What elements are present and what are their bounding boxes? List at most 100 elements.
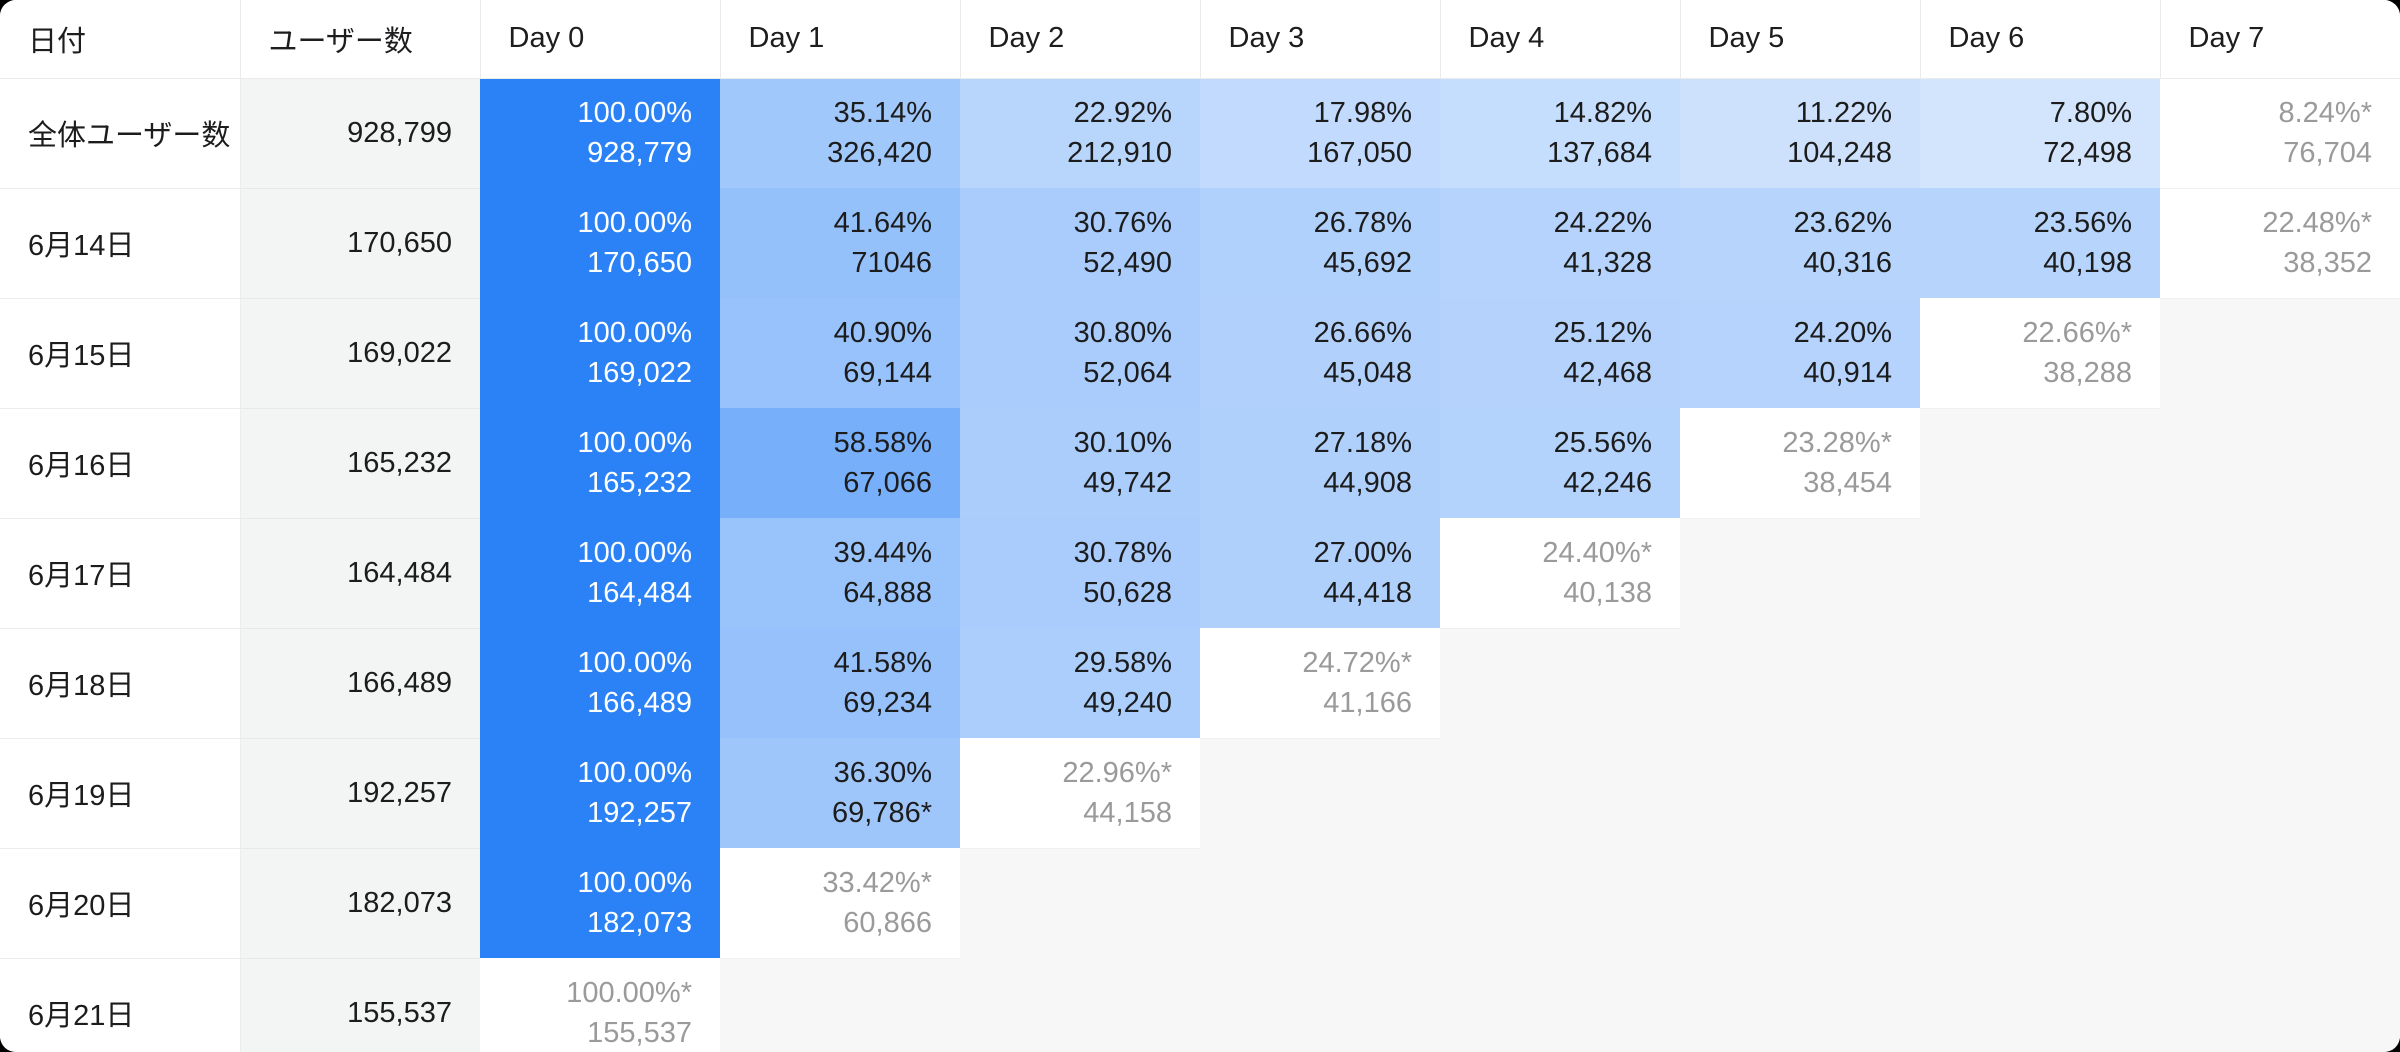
cohort-cell-day-2[interactable]: 30.76% 52,490 [960, 188, 1200, 298]
cohort-cell-day-4[interactable]: 25.12% 42,468 [1440, 298, 1680, 408]
cohort-cell-day-0[interactable]: 100.00% 169,022 [480, 298, 720, 408]
cohort-cell-day-0[interactable]: 100.00% 164,484 [480, 518, 720, 628]
empty-cell-day-6 [1920, 738, 2160, 848]
cohort-cell-day-2[interactable]: 22.96%* 44,158 [960, 738, 1200, 849]
cohort-cell-day-7[interactable]: 8.24%* 76,704 [2160, 78, 2400, 189]
retention-percent: 23.56% [2033, 207, 2132, 239]
empty-cell-day-7 [2160, 518, 2400, 628]
cohort-cell-day-0[interactable]: 100.00% 170,650 [480, 188, 720, 298]
empty-cell-day-2 [960, 958, 1200, 1052]
empty-cell-day-5 [1680, 848, 1920, 958]
cohort-cell-day-2[interactable]: 29.58% 49,240 [960, 628, 1200, 738]
retention-count: 42,468 [1563, 357, 1652, 389]
cohort-cell-day-3[interactable]: 24.72%* 41,166 [1200, 628, 1440, 739]
retention-percent: 24.40%* [1542, 536, 1652, 569]
cohort-cell-day-2[interactable]: 30.10% 49,742 [960, 408, 1200, 518]
cohort-cell-day-3[interactable]: 26.78% 45,692 [1200, 188, 1440, 298]
retention-percent: 27.00% [1313, 537, 1412, 569]
header-cell-day-4: Day 4 [1440, 0, 1681, 79]
cohort-cell-day-0[interactable]: 100.00% 928,779 [480, 78, 720, 188]
cohort-cell-day-1[interactable]: 41.58% 69,234 [720, 628, 960, 738]
retention-percent: 100.00%* [566, 976, 692, 1009]
row-user-count: 170,650 [240, 188, 480, 299]
retention-count: 69,786* [832, 797, 932, 829]
header-cell-day-3: Day 3 [1200, 0, 1441, 79]
retention-count: 44,418 [1323, 577, 1412, 609]
retention-count: 72,498 [2043, 137, 2132, 170]
cohort-cell-day-4[interactable]: 24.22% 41,328 [1440, 188, 1680, 298]
empty-cell-day-6 [1920, 628, 2160, 738]
cohort-cell-day-0[interactable]: 100.00% 165,232 [480, 408, 720, 518]
row-user-count: 928,799 [240, 78, 480, 189]
retention-count: 41,328 [1563, 247, 1652, 279]
retention-count: 38,288 [2043, 356, 2132, 389]
cohort-cell-day-4[interactable]: 24.40%* 40,138 [1440, 518, 1680, 629]
row-user-count: 169,022 [240, 298, 480, 409]
cohort-cell-day-1[interactable]: 35.14% 326,420 [720, 78, 960, 188]
cohort-cell-day-4[interactable]: 14.82% 137,684 [1440, 78, 1680, 188]
cohort-cell-day-6[interactable]: 22.66%* 38,288 [1920, 298, 2160, 409]
cohort-cell-day-1[interactable]: 40.90% 69,144 [720, 298, 960, 408]
retention-count: 326,420 [827, 137, 932, 170]
empty-cell-day-7 [2160, 298, 2400, 408]
row-label: 6月14日 [0, 188, 241, 299]
retention-count: 50,628 [1083, 577, 1172, 609]
cohort-cell-day-2[interactable]: 30.78% 50,628 [960, 518, 1200, 628]
cohort-cell-day-6[interactable]: 23.56% 40,198 [1920, 188, 2160, 298]
cohort-cell-day-6[interactable]: 7.80% 72,498 [1920, 78, 2160, 188]
empty-cell-day-4 [1440, 848, 1680, 958]
cohort-cell-day-3[interactable]: 17.98% 167,050 [1200, 78, 1440, 188]
cohort-cell-day-0[interactable]: 100.00% 166,489 [480, 628, 720, 738]
empty-cell-day-4 [1440, 628, 1680, 738]
cohort-cell-day-0[interactable]: 100.00%* 155,537 [480, 958, 720, 1052]
header-row: 日付 ユーザー数 Day 0 Day 1 Day 2 Day 3 Day 4 Day 5 Day… [0, 0, 2400, 79]
empty-cell-day-7 [2160, 628, 2400, 738]
cohort-cell-day-0[interactable]: 100.00% 182,073 [480, 848, 720, 958]
empty-cell-day-3 [1200, 958, 1440, 1052]
retention-count: 69,144 [843, 357, 932, 389]
empty-cell-day-3 [1200, 848, 1440, 958]
cohort-cell-day-5[interactable]: 24.20% 40,914 [1680, 298, 1920, 408]
retention-percent: 23.28%* [1782, 426, 1892, 459]
empty-cell-day-6 [1920, 958, 2160, 1052]
retention-count: 67,066 [843, 467, 932, 499]
cohort-cell-day-3[interactable]: 26.66% 45,048 [1200, 298, 1440, 408]
row-label: 6月18日 [0, 628, 241, 739]
retention-count: 49,742 [1083, 467, 1172, 499]
cohort-cell-day-0[interactable]: 100.00% 192,257 [480, 738, 720, 848]
cohort-cell-day-1[interactable]: 41.64% 71046 [720, 188, 960, 298]
cohort-cell-day-2[interactable]: 22.92% 212,910 [960, 78, 1200, 188]
retention-percent: 33.42%* [822, 866, 932, 899]
retention-percent: 100.00% [577, 427, 693, 459]
cohort-cell-day-2[interactable]: 30.80% 52,064 [960, 298, 1200, 408]
retention-count: 167,050 [1307, 137, 1412, 170]
empty-cell-day-7 [2160, 848, 2400, 958]
retention-count: 44,158 [1083, 796, 1172, 829]
retention-count: 170,650 [587, 247, 692, 279]
retention-count: 40,198 [2043, 247, 2132, 279]
cohort-cell-day-3[interactable]: 27.00% 44,418 [1200, 518, 1440, 628]
cohort-cell-day-5[interactable]: 23.28%* 38,454 [1680, 408, 1920, 519]
cohort-cell-day-3[interactable]: 27.18% 44,908 [1200, 408, 1440, 518]
retention-count: 137,684 [1547, 137, 1652, 170]
empty-cell-day-5 [1680, 738, 1920, 848]
cohort-cell-day-1[interactable]: 33.42%* 60,866 [720, 848, 960, 959]
cohort-cell-day-5[interactable]: 23.62% 40,316 [1680, 188, 1920, 298]
cohort-cell-day-1[interactable]: 58.58% 67,066 [720, 408, 960, 518]
cohort-cell-day-5[interactable]: 11.22% 104,248 [1680, 78, 1920, 188]
row-user-count: 155,537 [240, 958, 480, 1052]
empty-cell-day-1 [720, 958, 960, 1052]
cohort-cell-day-7[interactable]: 22.48%* 38,352 [2160, 188, 2400, 299]
empty-cell-day-7 [2160, 958, 2400, 1052]
cohort-cell-day-1[interactable]: 36.30% 69,786* [720, 738, 960, 848]
cohort-cell-day-1[interactable]: 39.44% 64,888 [720, 518, 960, 628]
retention-percent: 100.00% [577, 867, 693, 899]
cohort-row: 6月16日 165,232 100.00% 165,232 58.58% 67,066 30… [0, 408, 2400, 519]
retention-count: 104,248 [1787, 137, 1892, 170]
empty-cell-day-7 [2160, 738, 2400, 848]
retention-count: 52,064 [1083, 357, 1172, 389]
table-header: 日付 ユーザー数 Day 0 Day 1 Day 2 Day 3 Day 4 Day 5 Day… [0, 0, 2400, 79]
cohort-cell-day-4[interactable]: 25.56% 42,246 [1440, 408, 1680, 518]
header-cell-day-0: Day 0 [480, 0, 721, 79]
retention-count: 38,352 [2283, 247, 2372, 279]
